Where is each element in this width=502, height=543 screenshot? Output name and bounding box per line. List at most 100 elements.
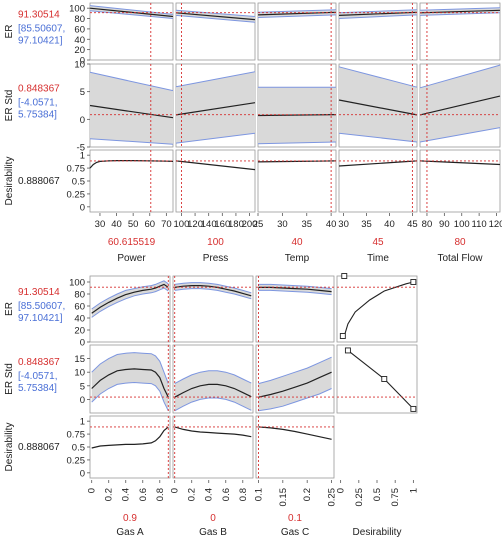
x-tick-label: 0.25 — [327, 488, 338, 507]
y-tick-label: 0.5 — [72, 443, 85, 454]
factor-current-value: 100 — [207, 237, 224, 248]
ci-upper-line — [258, 356, 332, 385]
ci-lower-line — [174, 288, 252, 300]
panel-frame — [336, 344, 418, 414]
x-tick-label: 0.2 — [187, 488, 198, 501]
confidence-band — [91, 352, 169, 411]
panel-frame — [419, 2, 501, 61]
confidence-band — [420, 65, 500, 142]
ci-upper-line — [338, 66, 418, 88]
y-tick-label: 1 — [80, 151, 85, 162]
y-tick-label: 0.5 — [72, 177, 85, 188]
panel-frame — [89, 344, 171, 414]
x-tick-label: 160 — [214, 219, 230, 230]
x-tick-label: 80 — [422, 219, 433, 230]
x-tick-label: 60 — [144, 219, 155, 230]
response-label: Desirability — [4, 423, 15, 472]
panel-frame — [255, 415, 335, 479]
ci-lower-line — [257, 14, 337, 18]
prediction-trace — [174, 383, 252, 398]
ci-lower-line — [89, 138, 174, 145]
prediction-trace — [175, 160, 256, 171]
prediction-trace — [91, 283, 169, 314]
response-ci-high: 97.10421] — [18, 313, 63, 324]
ci-upper-line — [258, 283, 332, 290]
x-tick-label: 0.15 — [278, 488, 289, 507]
panel-frame — [255, 344, 335, 414]
panel-frame — [89, 2, 174, 61]
y-tick-label: 40 — [74, 35, 85, 46]
x-tick-label: 35 — [301, 219, 312, 230]
ci-lower-line — [91, 381, 169, 412]
response-value: 0.848367 — [18, 84, 60, 95]
y-tick-label: 0.25 — [67, 455, 86, 466]
y-tick-label: 5 — [80, 381, 85, 392]
prediction-trace — [257, 160, 337, 163]
y-tick-label: 100 — [69, 4, 85, 15]
panel-frame — [172, 275, 254, 343]
x-tick-label: 0.75 — [390, 488, 401, 507]
x-tick-label: 120 — [489, 219, 502, 230]
x-tick-label: 200 — [242, 219, 258, 230]
response-value: 91.30514 — [18, 287, 60, 298]
response-ci-high: 97.10421] — [18, 36, 63, 47]
y-tick-label: 1 — [80, 417, 85, 428]
panel-frame — [336, 275, 418, 343]
y-tick-label: 0 — [80, 338, 85, 349]
x-tick-label: 40 — [111, 219, 122, 230]
desirability-handle — [344, 347, 351, 354]
factor-name: Power — [117, 253, 146, 264]
response-label: ER Std — [4, 90, 15, 122]
prediction-trace — [174, 426, 252, 438]
ci-lower-line — [174, 397, 252, 412]
prediction-trace — [91, 426, 169, 449]
prediction-trace — [338, 99, 418, 116]
panel-frame — [255, 275, 335, 343]
x-tick-label: 0.6 — [221, 488, 232, 501]
ci-upper-line — [91, 280, 169, 310]
panel-frame — [89, 149, 174, 213]
ci-lower-line — [175, 132, 256, 144]
y-tick-label: 60 — [74, 302, 85, 313]
desirability-handle — [339, 333, 346, 339]
response-label: ER — [4, 302, 15, 316]
response-label: ER — [4, 25, 15, 39]
ci-upper-line — [419, 64, 501, 89]
confidence-band — [90, 72, 173, 145]
ci-upper-line — [175, 71, 256, 88]
x-tick-label: 100 — [174, 219, 190, 230]
factor-current-value: 40 — [291, 237, 303, 248]
confidence-band — [176, 71, 255, 144]
ci-lower-line — [175, 14, 256, 23]
y-tick-label: 10 — [74, 368, 85, 379]
y-tick-label: 10 — [74, 60, 85, 71]
x-tick-label: 30 — [338, 219, 349, 230]
desirability-axis-name: Desirability — [353, 527, 402, 538]
x-tick-label: 90 — [439, 219, 450, 230]
response-ci-low: [85.50607, — [18, 24, 65, 35]
panel-frame — [172, 344, 254, 414]
response-ci-low: [-4.0571, — [18, 98, 57, 109]
factor-name: Time — [367, 253, 389, 264]
x-tick-label: 0.4 — [121, 488, 132, 501]
factor-name: Total Flow — [437, 253, 483, 264]
prediction-trace — [258, 371, 332, 398]
prediction-trace — [258, 286, 332, 293]
x-tick-label: 0.1 — [253, 488, 264, 501]
response-value: 91.30514 — [18, 10, 60, 21]
x-tick-label: 0.25 — [354, 488, 365, 507]
response-ci-low: [85.50607, — [18, 301, 65, 312]
ci-lower-line — [91, 287, 169, 318]
response-ci-high: 5.75384] — [18, 110, 57, 121]
factor-name: Gas C — [281, 527, 309, 538]
x-tick-label: 30 — [95, 219, 106, 230]
x-tick-label: 140 — [201, 219, 217, 230]
ci-lower-line — [419, 127, 501, 143]
confidence-band — [174, 282, 252, 299]
y-tick-label: 15 — [74, 354, 85, 365]
response-value: 0.888067 — [18, 442, 60, 453]
x-tick-label: 50 — [128, 219, 139, 230]
prediction-trace — [258, 426, 332, 440]
desirability-handle — [381, 376, 388, 382]
panel-frame — [257, 2, 337, 61]
